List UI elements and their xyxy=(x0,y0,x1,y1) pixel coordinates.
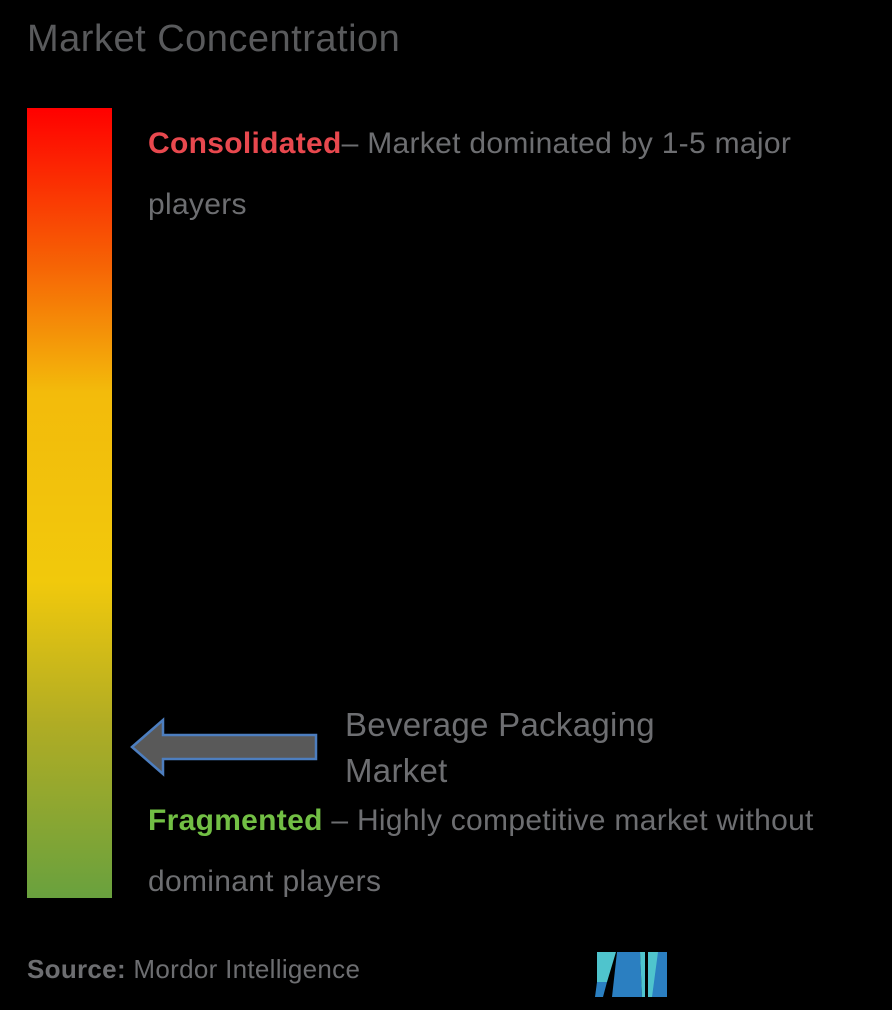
left-arrow-icon xyxy=(130,717,318,777)
fragmented-desc-text: – Highly competitive market without domi… xyxy=(148,804,814,898)
source-label: Source: xyxy=(27,954,126,984)
marker-arrow xyxy=(128,717,320,777)
source-attribution: Source: Mordor Intelligence xyxy=(27,954,360,985)
mordor-logo-m-icon xyxy=(595,952,667,997)
consolidated-desc-text: – Market dominated by 1-5 major players xyxy=(148,127,792,221)
mordor-intelligence-logo xyxy=(595,952,667,997)
marker-label: Beverage Packaging Market xyxy=(345,706,655,789)
source-value: Mordor Intelligence xyxy=(125,954,361,984)
consolidated-label: Consolidated xyxy=(148,127,342,160)
concentration-gradient-bar xyxy=(27,108,112,898)
fragmented-description: Fragmented – Highly competitive market w… xyxy=(148,790,848,912)
consolidated-description: Consolidated– Market dominated by 1-5 ma… xyxy=(148,113,848,235)
fragmented-label: Fragmented xyxy=(148,804,323,837)
page-title: Market Concentration xyxy=(27,18,401,60)
